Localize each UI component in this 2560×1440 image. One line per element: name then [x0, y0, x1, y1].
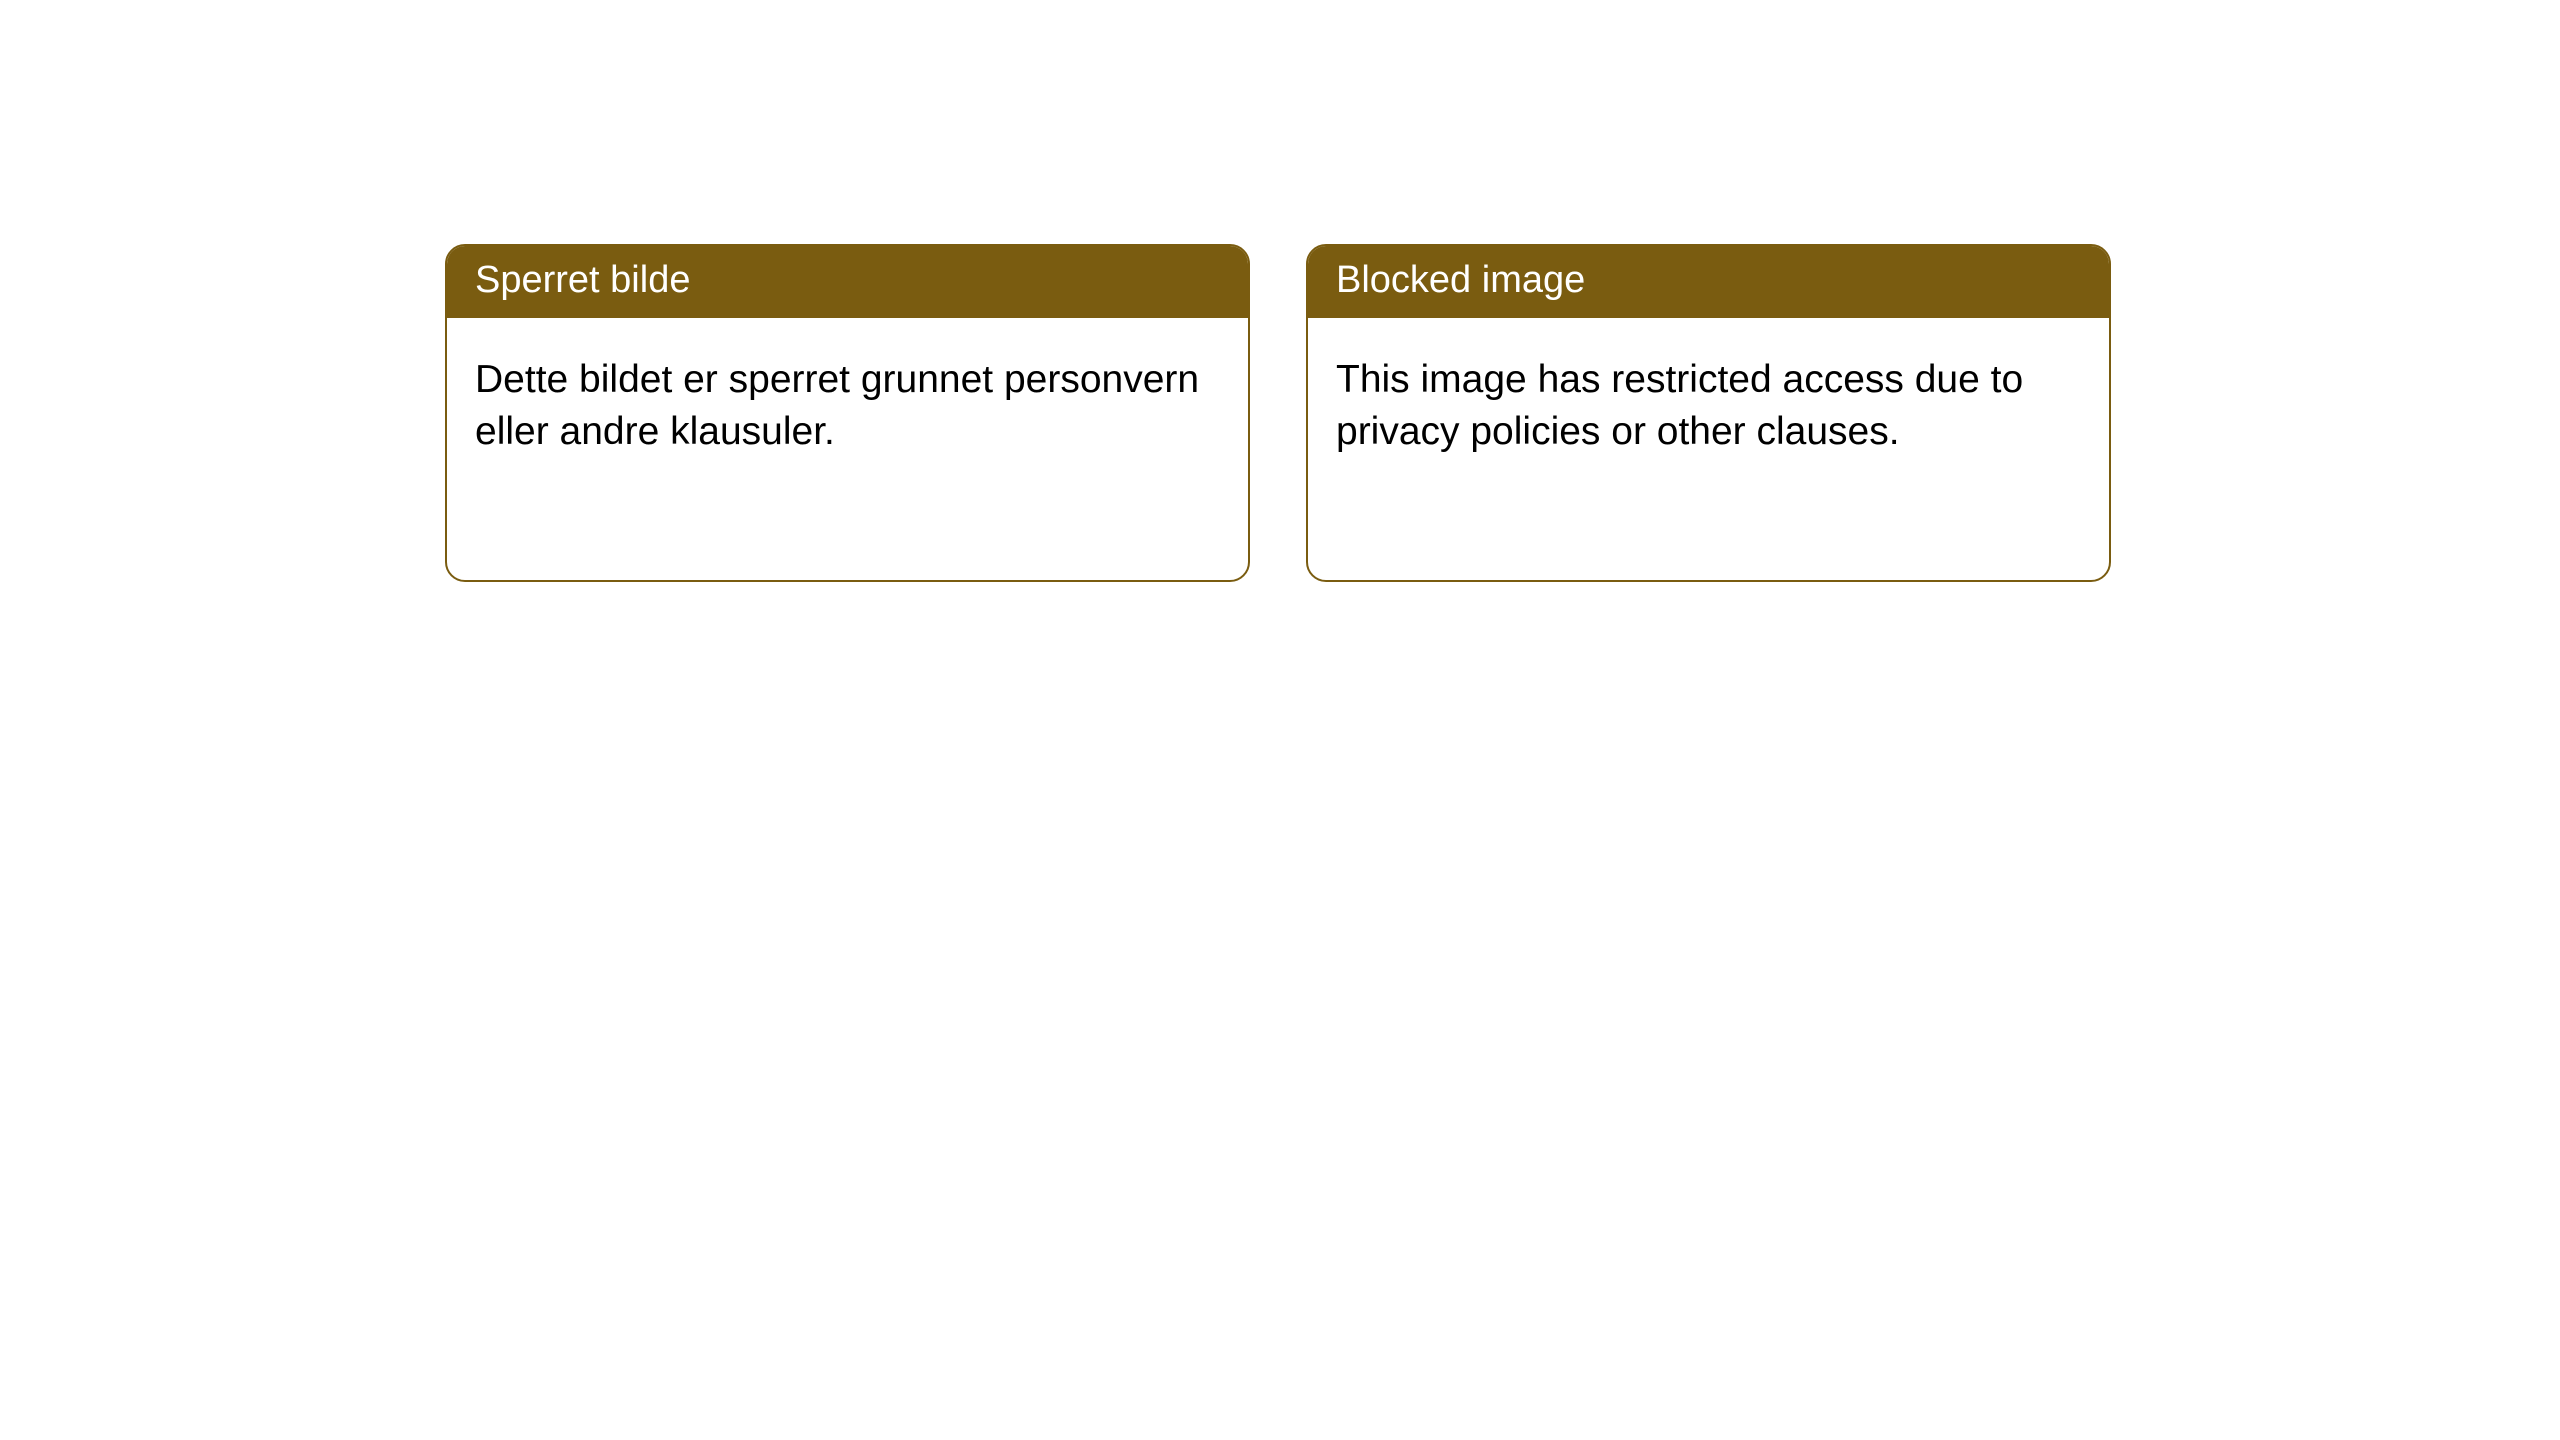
- notice-container: Sperret bilde Dette bildet er sperret gr…: [0, 0, 2560, 582]
- notice-header-norwegian: Sperret bilde: [447, 246, 1248, 318]
- notice-card-english: Blocked image This image has restricted …: [1306, 244, 2111, 582]
- notice-header-english: Blocked image: [1308, 246, 2109, 318]
- notice-body-norwegian: Dette bildet er sperret grunnet personve…: [447, 318, 1248, 487]
- notice-card-norwegian: Sperret bilde Dette bildet er sperret gr…: [445, 244, 1250, 582]
- notice-body-english: This image has restricted access due to …: [1308, 318, 2109, 487]
